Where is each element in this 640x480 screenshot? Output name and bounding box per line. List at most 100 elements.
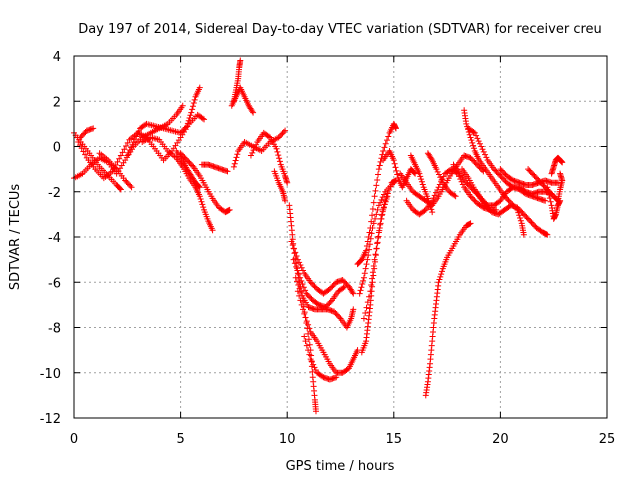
data-point (499, 168, 506, 175)
data-point (295, 271, 302, 278)
data-point (366, 241, 373, 248)
data-point (305, 336, 312, 343)
data-point (134, 130, 141, 137)
data-point (183, 123, 190, 130)
data-point (380, 204, 387, 211)
data-point (374, 206, 381, 213)
y-tick-label: 2 (53, 95, 61, 110)
data-point (366, 246, 373, 253)
data-point (437, 273, 444, 280)
data-point (390, 157, 397, 164)
data-point (119, 149, 126, 156)
data-point (187, 161, 194, 168)
data-point (133, 133, 140, 140)
data-point (384, 193, 391, 200)
data-point (340, 284, 347, 291)
data-point (522, 212, 529, 219)
series-arc-17 (288, 238, 357, 297)
data-point (284, 179, 291, 186)
series-arc-38 (544, 184, 564, 222)
data-point (77, 134, 84, 141)
data-point (80, 148, 87, 155)
series-arc-14 (247, 129, 291, 186)
data-point (467, 134, 474, 141)
data-point (470, 145, 477, 152)
data-point (508, 176, 515, 183)
series-arc-20 (294, 288, 361, 376)
data-point (333, 311, 340, 318)
data-point (370, 220, 377, 227)
data-point (467, 220, 474, 227)
data-point (498, 174, 505, 181)
data-points (71, 57, 566, 415)
data-point (528, 219, 535, 226)
data-point (365, 252, 372, 259)
data-point (526, 167, 533, 174)
data-point (436, 276, 443, 283)
series-arc-9 (173, 148, 203, 191)
series-arc-31 (424, 150, 459, 200)
data-point (302, 338, 309, 345)
data-point (375, 166, 382, 173)
data-point (360, 274, 367, 281)
data-point (367, 288, 374, 295)
data-point (247, 152, 254, 159)
data-point (360, 315, 367, 322)
data-point (498, 167, 505, 174)
data-point (492, 167, 499, 174)
data-point (366, 293, 373, 300)
data-point (82, 151, 89, 158)
data-point (369, 212, 376, 219)
data-point (421, 207, 428, 214)
series-arc-12 (228, 84, 257, 116)
x-tick-label: 0 (70, 432, 78, 447)
data-point (523, 214, 530, 221)
data-point (189, 103, 196, 110)
data-point (339, 276, 346, 283)
data-point (199, 201, 206, 208)
data-point (375, 202, 382, 209)
data-point (300, 284, 307, 291)
data-point (121, 146, 128, 153)
data-point (501, 176, 508, 183)
data-point (79, 131, 86, 138)
data-point (341, 283, 348, 290)
data-point (372, 187, 379, 194)
data-point (289, 242, 296, 249)
data-point (394, 171, 401, 178)
data-point (195, 183, 202, 190)
data-point (124, 152, 131, 159)
data-point (428, 155, 435, 162)
data-point (299, 281, 306, 288)
data-point (290, 256, 297, 263)
axis-ticks (73, 55, 608, 419)
data-point (451, 192, 458, 199)
data-point (250, 109, 257, 116)
data-point (411, 169, 418, 176)
data-point (440, 173, 447, 180)
series-arc-3 (77, 125, 97, 141)
data-point (310, 361, 317, 368)
data-point (129, 141, 136, 148)
series-arc-30 (422, 220, 474, 399)
data-point (301, 310, 308, 317)
data-point (358, 284, 365, 291)
data-point (78, 133, 85, 140)
data-point (122, 177, 129, 184)
data-point (280, 129, 287, 136)
data-point (381, 201, 388, 208)
data-point (179, 102, 186, 109)
data-point (376, 224, 383, 231)
data-point (319, 373, 326, 380)
data-point (438, 268, 445, 275)
data-point (534, 175, 541, 182)
data-point (357, 287, 364, 294)
data-point (385, 133, 392, 140)
data-point (427, 203, 434, 210)
data-point (474, 135, 481, 142)
data-point (471, 129, 478, 136)
data-point (517, 214, 524, 221)
data-point (114, 158, 121, 165)
data-point (327, 298, 334, 305)
